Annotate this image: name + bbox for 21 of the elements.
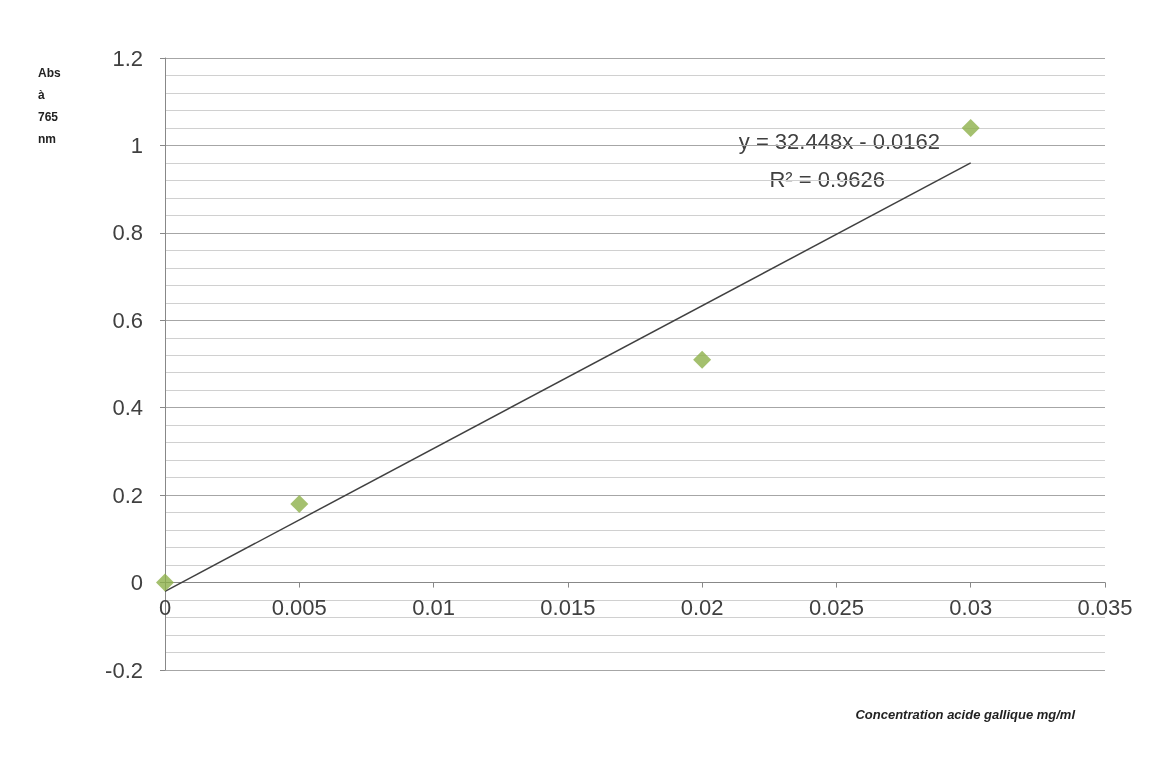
x-tick-label: 0.03 <box>949 595 993 621</box>
x-tick-label: 0.015 <box>540 595 596 621</box>
y-tick-label: 0.2 <box>112 482 143 508</box>
y-tick-label: 0.4 <box>112 395 143 421</box>
point <box>961 118 980 137</box>
y-tick-label: -0.2 <box>105 657 143 683</box>
x-axis-title: Concentration acide gallique mg/ml <box>855 707 1076 722</box>
x-tick-label: 0.005 <box>271 595 327 621</box>
y-tick-label: 0.8 <box>112 220 143 246</box>
y-tick-label: 1.2 <box>112 45 143 71</box>
point <box>693 350 712 369</box>
x-tick-label: 0.025 <box>808 595 864 621</box>
y-axis-title: Abs à 765 nm <box>38 66 61 146</box>
point <box>156 573 174 592</box>
point <box>290 494 309 513</box>
x-tick-label: 0.01 <box>412 595 455 621</box>
y-tick-label: 1 <box>130 132 143 158</box>
x-tick-label: 0.02 <box>680 595 724 621</box>
y-tick-label: 0.6 <box>112 307 143 333</box>
y-tick-label: 0 <box>130 570 143 596</box>
x-tick-label: 0.035 <box>1077 595 1133 621</box>
